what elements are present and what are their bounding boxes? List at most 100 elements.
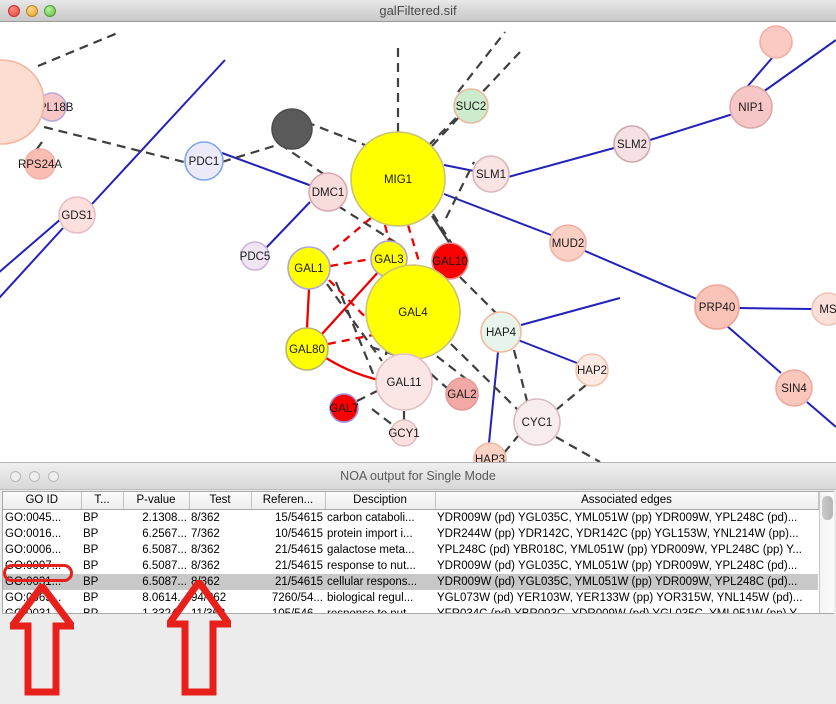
node-circle[interactable] — [480, 311, 522, 353]
node-circle[interactable] — [0, 59, 45, 145]
node-circle[interactable] — [729, 85, 773, 129]
node-label: DMC1 — [312, 187, 345, 199]
node-label: SIN4 — [781, 383, 807, 395]
node-circle[interactable] — [308, 172, 348, 212]
zoom-button[interactable] — [44, 5, 56, 17]
table-cell-ref: 7260/54... — [271, 591, 323, 604]
go-results-table-container[interactable]: GO ID T... P-value Test Referen... Desciption… — [2, 491, 834, 614]
go-results-table[interactable]: GO ID T... P-value Test Referen... Desciption… — [3, 492, 819, 614]
network-node[interactable]: GAL11 — [375, 353, 433, 411]
node-label: SUC2 — [456, 101, 487, 113]
node-label: GAL7 — [329, 403, 358, 415]
node-circle[interactable] — [24, 148, 56, 180]
node-circle[interactable] — [184, 141, 224, 181]
noa-minimize-button[interactable] — [29, 471, 40, 482]
table-header-desc[interactable]: Desciption — [325, 492, 436, 510]
table-header-type[interactable]: T... — [81, 492, 124, 510]
table-cell-pvalue: 6.5087... — [142, 559, 187, 572]
network-node[interactable]: PDC5 — [240, 241, 271, 271]
table-row[interactable]: GO:0007... BP 6.5087... 8/362 21/54615 respon… — [3, 558, 818, 574]
network-node[interactable]: SLM2 — [613, 125, 651, 163]
node-circle[interactable] — [329, 393, 359, 423]
table-row[interactable]: GO:0031... BP 6.5087... 8/362 21/54615 cellul… — [3, 573, 818, 590]
node-circle[interactable] — [58, 196, 96, 234]
network-node[interactable]: MIG1 — [350, 131, 446, 227]
node-circle[interactable] — [375, 353, 433, 411]
noa-traffic-lights — [10, 471, 59, 482]
network-node[interactable] — [759, 25, 793, 59]
node-circle[interactable] — [240, 241, 270, 271]
table-header-go_id[interactable]: GO ID — [3, 492, 82, 510]
table-row[interactable]: GO:0006... BP 6.5087... 8/362 21/54615 galact… — [3, 542, 818, 558]
nodes-layer[interactable]: RPL18BRPS24AGDS1PDC1DMC1PDC5MIG1SUC2SLM1… — [0, 25, 836, 462]
node-circle[interactable] — [513, 398, 561, 446]
network-node[interactable]: SIN4 — [775, 369, 813, 407]
node-circle[interactable] — [271, 108, 313, 150]
network-node[interactable]: PRP40 — [694, 284, 740, 330]
table-cell-test: 7/362 — [191, 527, 220, 540]
table-row[interactable]: GO:0016... BP 6.2567... 7/362 10/54615 protei… — [3, 526, 818, 542]
node-circle[interactable] — [472, 155, 510, 193]
close-button[interactable] — [8, 5, 20, 17]
network-node[interactable]: PDC1 — [184, 141, 224, 181]
network-node[interactable]: MUD2 — [549, 224, 587, 262]
network-node[interactable] — [271, 108, 313, 150]
node-circle[interactable] — [575, 353, 609, 387]
noa-zoom-button[interactable] — [48, 471, 59, 482]
network-graph[interactable]: RPL18BRPS24AGDS1PDC1DMC1PDC5MIG1SUC2SLM1… — [0, 22, 836, 462]
network-canvas[interactable]: RPL18B RPS24A GDS1 PDC1 DMC1 PDC5 MIG1 SUC2 SLM1… — [0, 22, 836, 462]
network-node[interactable]: GAL7 — [329, 393, 359, 423]
node-label: PDC5 — [240, 251, 271, 263]
node-circle[interactable] — [613, 125, 651, 163]
table-header-edges[interactable]: Associated edges — [435, 492, 819, 510]
network-node[interactable]: GAL2 — [445, 377, 479, 411]
network-node[interactable]: SLM1 — [472, 155, 510, 193]
network-node[interactable]: GAL80 — [285, 327, 329, 371]
table-scroll-thumb[interactable] — [822, 496, 833, 520]
table-cell-edges: YGL073W (pd) YER103W, YER133W (pp) YOR31… — [437, 591, 803, 604]
table-row[interactable]: GO:0045... BP 2.1308... 8/362 15/54615 carbon… — [3, 509, 818, 526]
table-cell-type: BP — [83, 559, 99, 572]
table-row[interactable]: GO:0031... BP 1.3324... 11/362 105/546... res… — [3, 606, 818, 614]
node-circle[interactable] — [390, 419, 418, 447]
node-circle[interactable] — [350, 131, 446, 227]
table-header-test[interactable]: Test — [189, 492, 252, 510]
network-node[interactable]: GCY1 — [388, 419, 420, 447]
network-node[interactable]: GDS1 — [58, 196, 96, 234]
network-node[interactable]: MS — [811, 292, 836, 326]
table-row[interactable]: GO:0065... BP 8.0614... 94/362 7260/54... bio… — [3, 590, 818, 606]
network-node[interactable]: GAL4 — [365, 264, 461, 360]
node-circle[interactable] — [775, 369, 813, 407]
node-circle[interactable] — [453, 88, 489, 124]
node-circle[interactable] — [431, 242, 469, 280]
node-circle[interactable] — [285, 327, 329, 371]
node-circle[interactable] — [759, 25, 793, 59]
node-circle[interactable] — [811, 292, 836, 326]
node-circle[interactable] — [549, 224, 587, 262]
network-node[interactable]: CYC1 — [513, 398, 561, 446]
noa-close-button[interactable] — [10, 471, 21, 482]
network-node[interactable]: HAP3 — [473, 442, 507, 462]
network-node[interactable]: GAL10 — [431, 242, 469, 280]
node-circle[interactable] — [473, 442, 507, 462]
node-circle[interactable] — [694, 284, 740, 330]
table-vertical-scrollbar[interactable] — [819, 492, 834, 613]
table-header-ref[interactable]: Referen... — [251, 492, 326, 510]
network-node[interactable]: DMC1 — [308, 172, 348, 212]
network-node[interactable]: GAL1 — [287, 246, 331, 290]
table-cell-pvalue: 1.3324... — [142, 607, 187, 614]
network-node[interactable]: NIP1 — [729, 85, 773, 129]
network-node[interactable]: HAP2 — [575, 353, 609, 387]
table-header-pvalue[interactable]: P-value — [123, 492, 190, 510]
node-circle[interactable] — [287, 246, 331, 290]
network-node[interactable] — [0, 59, 45, 145]
table-body[interactable]: GO:0045... BP 2.1308... 8/362 15/54615 carbon… — [3, 509, 818, 614]
network-node[interactable]: RPS24A — [18, 148, 62, 180]
table-head: GO ID T... P-value Test Referen... Desciption… — [3, 492, 819, 510]
network-node[interactable]: SUC2 — [453, 88, 489, 124]
table-cell-test: 11/362 — [191, 607, 226, 614]
node-circle[interactable] — [445, 377, 479, 411]
node-label: GCY1 — [388, 428, 419, 440]
minimize-button[interactable] — [26, 5, 38, 17]
network-node[interactable]: HAP4 — [480, 311, 522, 353]
